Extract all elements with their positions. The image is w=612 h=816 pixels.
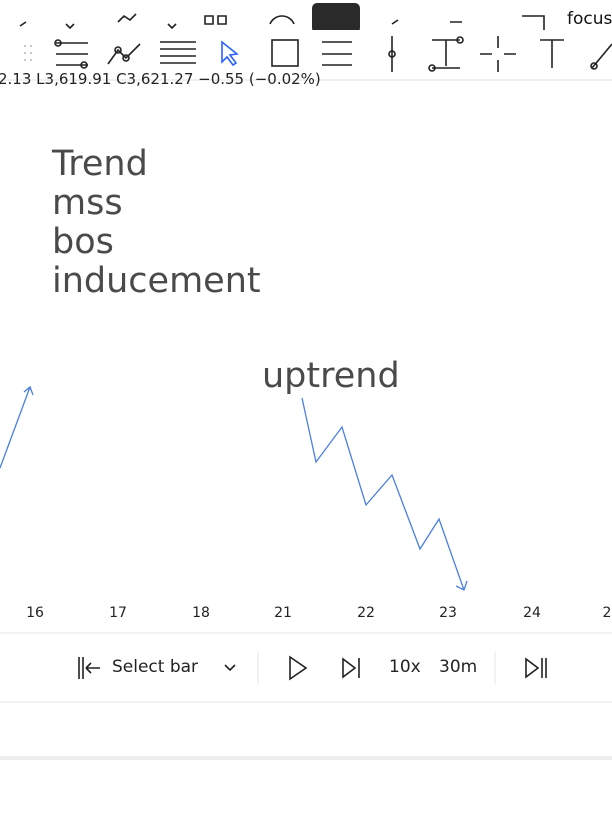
time-tick-label: 21: [274, 605, 292, 621]
ohlc-readout: 2.13 L3,619.91 C3,621.27 −0.55 (−0.02%): [0, 70, 321, 88]
time-tick-label: 16: [26, 605, 44, 621]
trend-drawings: [0, 385, 468, 591]
time-tick-label: 17: [109, 605, 127, 621]
time-tick-label: 2: [602, 605, 612, 621]
time-tick-label: 18: [192, 605, 210, 621]
annotation-line: inducement: [52, 261, 261, 301]
annotation-line: mss: [52, 183, 123, 223]
active-button[interactable]: [312, 3, 360, 33]
time-tick-label: 23: [439, 605, 457, 621]
drawing-toolbar: [0, 30, 612, 80]
replay-controls: [78, 655, 547, 681]
annotation-line: Trend: [52, 144, 148, 184]
focus-icon: [522, 15, 545, 30]
focus-label[interactable]: focus: [567, 9, 612, 29]
select-bar-button[interactable]: Select bar: [112, 657, 199, 677]
annotation-uptrend: uptrend: [262, 356, 400, 396]
panel-divider: [0, 756, 612, 760]
interval-button[interactable]: 30m: [439, 657, 478, 677]
drawing-tools: [24, 36, 612, 72]
time-tick-label: 22: [357, 605, 375, 621]
annotation-line: bos: [52, 222, 114, 262]
time-tick-label: 24: [523, 605, 541, 621]
toolbar-icons-partial: [19, 13, 462, 30]
speed-button[interactable]: 10x: [389, 657, 421, 677]
annotation-block: Trend mss bos inducement: [52, 145, 261, 301]
